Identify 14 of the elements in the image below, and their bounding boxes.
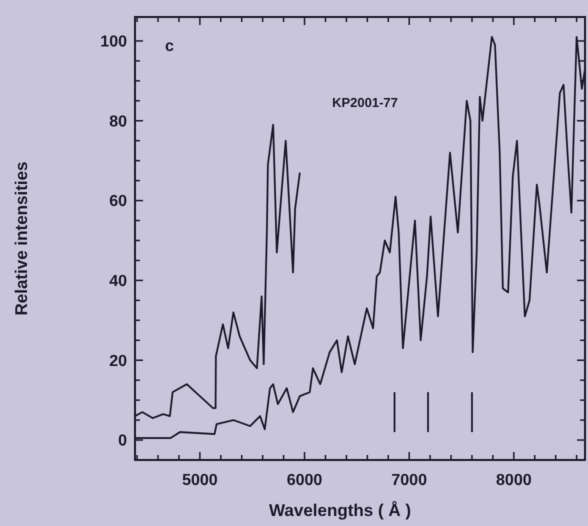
x-tick-label: 7000 [391,472,428,489]
y-axis-title: Relative intensities [12,161,31,316]
y-tick-label: 60 [109,193,128,210]
y-tick-label: 80 [109,113,128,130]
x-axis-title: Wavelengths ( Å ) [269,501,411,520]
y-tick-label: 40 [109,273,128,290]
annotation: c [165,38,174,55]
annotation: KP2001-77 [332,95,398,110]
y-tick-label: 20 [109,352,128,370]
y-tick-label: 0 [118,432,128,450]
x-tick-label: 8000 [496,472,532,489]
x-tick-label: 5000 [182,472,218,489]
x-tick-label: 6000 [286,472,322,489]
y-tick-label: 100 [100,34,128,51]
